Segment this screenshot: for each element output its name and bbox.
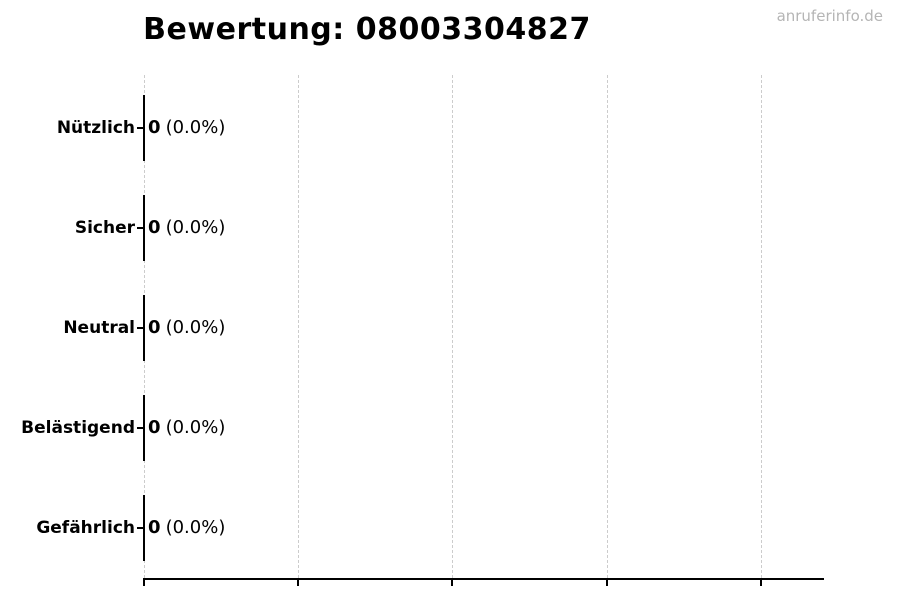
bar-row: Neutral 0 (0.0%) (0, 288, 900, 368)
watermark: anruferinfo.de (776, 7, 883, 25)
bar-value-count: 0 (148, 117, 161, 138)
bar-row: Belästigend 0 (0.0%) (0, 388, 900, 468)
category-label: Neutral (63, 318, 135, 338)
x-axis-tick (451, 580, 453, 586)
bar-value-label: 0 (0.0%) (148, 488, 225, 568)
category-label: Belästigend (21, 418, 135, 438)
bar-row: Sicher 0 (0.0%) (0, 188, 900, 268)
category-label: Nützlich (56, 118, 135, 138)
category-label: Sicher (74, 218, 135, 238)
x-axis-tick (606, 580, 608, 586)
zero-value-bar (143, 95, 145, 161)
chart-title: Bewertung: 08003304827 (143, 12, 591, 47)
gridline (452, 75, 453, 578)
y-axis-tick (137, 227, 144, 229)
y-axis-tick (137, 127, 144, 129)
y-axis-tick (137, 427, 144, 429)
bar-value-percent: (0.0%) (165, 117, 226, 138)
gridline (607, 75, 608, 578)
bar-row: Gefährlich 0 (0.0%) (0, 488, 900, 568)
x-axis-tick (143, 580, 145, 586)
bar-value-label: 0 (0.0%) (148, 88, 225, 168)
bar-row: Nützlich 0 (0.0%) (0, 88, 900, 168)
bar-value-percent: (0.0%) (165, 217, 226, 238)
bar-value-label: 0 (0.0%) (148, 288, 225, 368)
bar-value-percent: (0.0%) (165, 417, 226, 438)
y-axis-tick (137, 327, 144, 329)
bar-value-percent: (0.0%) (165, 317, 226, 338)
zero-value-bar (143, 495, 145, 561)
x-axis-tick (297, 580, 299, 586)
gridline (298, 75, 299, 578)
bar-value-count: 0 (148, 317, 161, 338)
zero-value-bar (143, 395, 145, 461)
x-axis-tick (760, 580, 762, 586)
gridline (761, 75, 762, 578)
bar-value-count: 0 (148, 217, 161, 238)
zero-value-bar (143, 195, 145, 261)
bar-value-label: 0 (0.0%) (148, 388, 225, 468)
zero-value-bar (143, 295, 145, 361)
x-axis-line (143, 578, 824, 580)
bar-value-percent: (0.0%) (165, 517, 226, 538)
bar-value-count: 0 (148, 517, 161, 538)
bar-value-count: 0 (148, 417, 161, 438)
y-axis-tick (137, 527, 144, 529)
category-label: Gefährlich (36, 518, 135, 538)
bar-value-label: 0 (0.0%) (148, 188, 225, 268)
